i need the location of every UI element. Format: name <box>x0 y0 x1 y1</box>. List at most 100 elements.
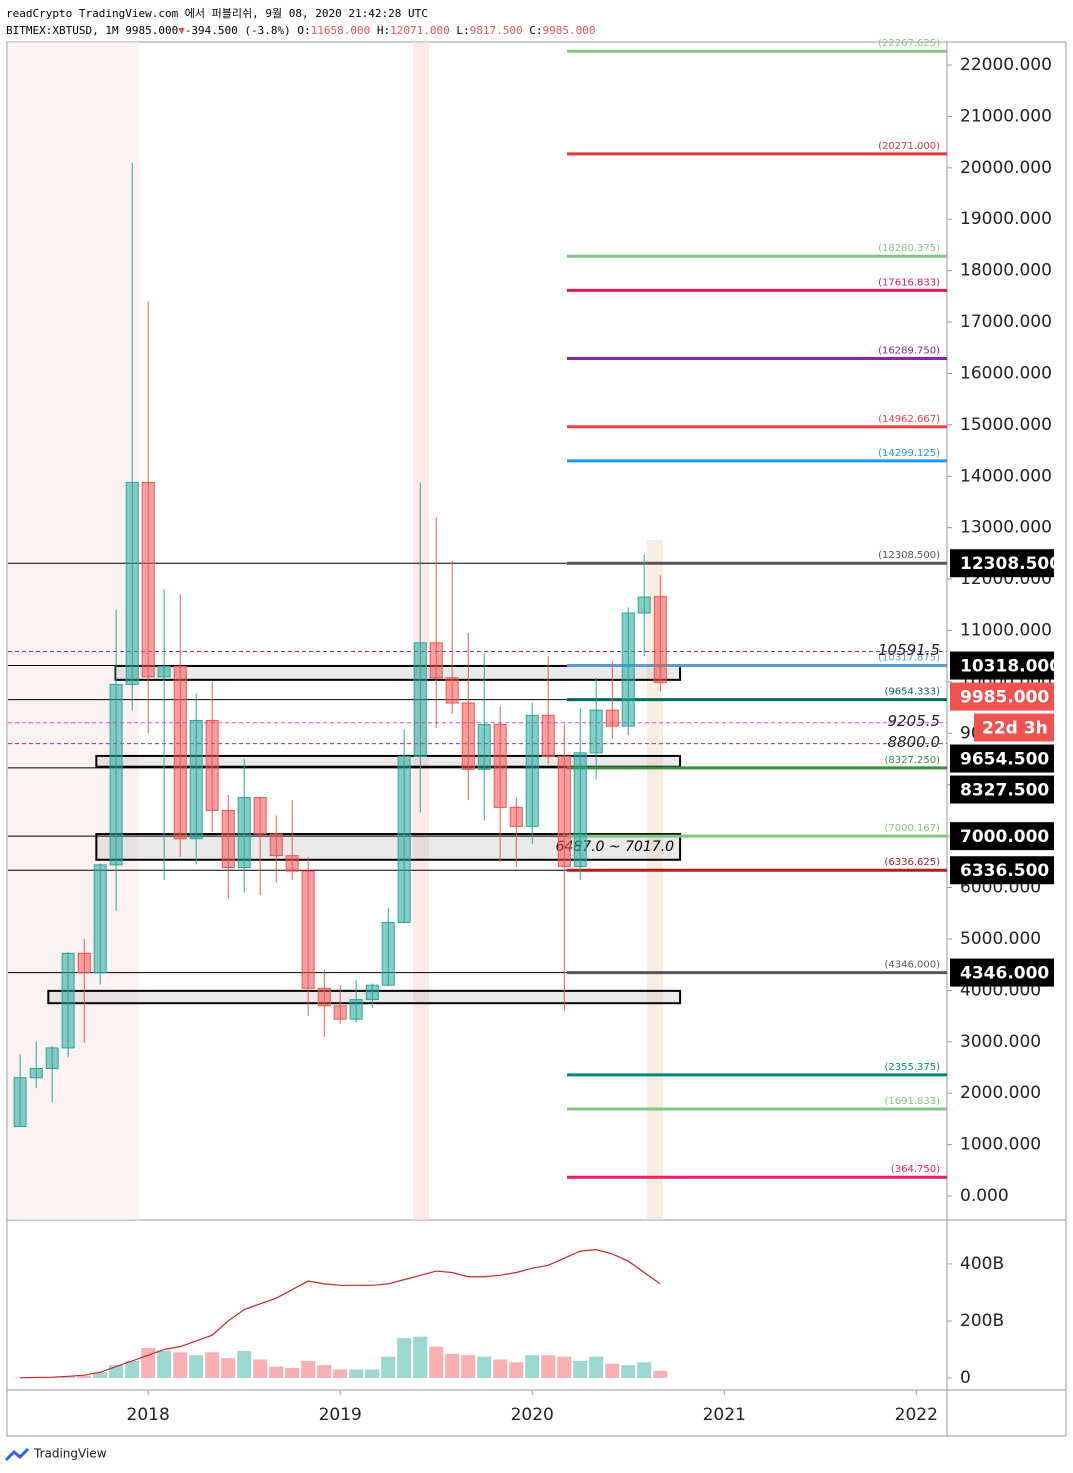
price-badge <box>950 744 1054 773</box>
level-label: (1691.833) <box>884 1096 940 1107</box>
price-badge-label: 9654.500 <box>960 750 1049 770</box>
volume-bar <box>525 1355 540 1379</box>
ohlc-value: 9817.500 <box>470 24 523 37</box>
volume-bar <box>269 1366 284 1379</box>
frame <box>6 41 1067 1437</box>
shade <box>647 540 663 1220</box>
price-badge-label: 6336.500 <box>960 861 1049 881</box>
volume-bar <box>61 1376 76 1379</box>
y-tick-label: 400B <box>960 1254 1004 1274</box>
candle-body <box>189 719 203 840</box>
y-tick-label: 11000.000 <box>960 620 1052 640</box>
y-tick-label: 2000.000 <box>960 1083 1041 1103</box>
volume-bar <box>637 1362 652 1379</box>
volume-bar <box>317 1365 332 1379</box>
candle-body <box>557 755 571 867</box>
ticker-line: BITMEX:XBTUSD, 1M 9985.000▼-394.500 (-3.… <box>6 24 595 37</box>
zone-box <box>95 754 682 768</box>
y-tick-label: 1000.000 <box>960 1135 1041 1155</box>
level-label: (14962.667) <box>878 414 940 425</box>
price-badge <box>950 549 1054 578</box>
candle-body <box>605 709 619 727</box>
shade <box>413 42 429 1220</box>
x-tick-label: 2020 <box>511 1405 554 1425</box>
y-tick-label: 5000.000 <box>960 929 1041 949</box>
y-tick-label: 16000.000 <box>960 363 1052 383</box>
ohlc-label: C: <box>529 24 542 37</box>
level-label: (7000.167) <box>884 823 940 834</box>
volume-bar <box>397 1338 412 1379</box>
volume-bar <box>221 1358 236 1379</box>
price-badge-label: 4346.000 <box>960 964 1049 984</box>
volume-bar <box>381 1356 396 1379</box>
ohlc-label: O: <box>297 24 310 37</box>
y-tick-label: 3000.000 <box>960 1032 1041 1052</box>
y-tick-label: 20000.000 <box>960 158 1052 178</box>
volume-bar <box>605 1363 620 1379</box>
ohlc-label: H: <box>377 24 390 37</box>
logo: TradingView <box>4 1447 107 1462</box>
price-badge-label: 7000.000 <box>960 827 1049 847</box>
candle-body <box>173 665 187 840</box>
level-label: (18280.375) <box>878 243 940 254</box>
candle-body <box>93 864 107 974</box>
candle-body <box>397 755 411 923</box>
level-label: (8327.250) <box>884 755 940 766</box>
candle-body <box>525 714 539 827</box>
volume-bar <box>557 1356 572 1379</box>
volume-bar <box>237 1350 252 1379</box>
ohlc-label: L: <box>456 24 469 37</box>
y-tick-label: 21000.000 <box>960 106 1052 126</box>
volume-bar <box>333 1369 348 1379</box>
dashed-label: 10591.5 <box>878 641 940 659</box>
level-label: (14299.125) <box>878 448 940 459</box>
zone-box <box>114 664 682 681</box>
volume-bar <box>125 1360 140 1379</box>
candle-body <box>381 921 395 986</box>
level-label: (12308.500) <box>878 550 940 561</box>
price-badge <box>950 682 1054 711</box>
price-badge-label: 9985.000 <box>960 688 1049 708</box>
volume-bar <box>413 1336 428 1379</box>
level-label: (6336.625) <box>884 857 940 868</box>
candle-body <box>365 984 379 1001</box>
candle-body <box>13 1077 27 1128</box>
arrow: ▼ <box>178 24 185 37</box>
candle-body <box>77 952 91 974</box>
y-tick-label: 22000.000 <box>960 55 1052 75</box>
candle-body <box>445 677 459 704</box>
price-badge-label: 12308.500 <box>960 554 1061 574</box>
level-label: (17616.833) <box>878 277 940 288</box>
y-tick-label: 200B <box>960 1311 1004 1331</box>
candle-body <box>333 1005 347 1020</box>
candle-body <box>429 642 443 679</box>
y-tick-label: 13000.000 <box>960 518 1052 538</box>
dashed-label: 8800.0 <box>888 733 941 751</box>
candle-body <box>285 855 299 872</box>
volume-bar <box>349 1369 364 1379</box>
candle-body <box>221 809 235 868</box>
volume-bar <box>189 1355 204 1379</box>
volume-bar <box>573 1360 588 1379</box>
candle-body <box>237 797 251 868</box>
x-tick-label: 2022 <box>895 1405 938 1425</box>
volume-bar <box>157 1350 172 1379</box>
volume-bar <box>77 1375 92 1379</box>
svg-text:TradingView: TradingView <box>33 1447 107 1461</box>
volume-bar <box>205 1352 220 1379</box>
y-tick-label: 19000.000 <box>960 209 1052 229</box>
zone-box <box>47 989 682 1005</box>
volume-bar <box>509 1362 524 1379</box>
candle-body <box>461 702 475 770</box>
candle-body <box>61 952 75 1049</box>
candle-body <box>205 719 219 811</box>
price-badge-label: 10318.000 <box>960 657 1061 677</box>
candle-body <box>125 481 139 685</box>
volume-bar <box>589 1356 604 1379</box>
candle-body <box>589 709 603 754</box>
zone-label: 6487.0 ~ 7017.0 <box>555 839 674 855</box>
volume-bar <box>285 1368 300 1379</box>
change: -394.500 (-3.8%) <box>185 24 291 37</box>
volume-bar <box>365 1369 380 1379</box>
